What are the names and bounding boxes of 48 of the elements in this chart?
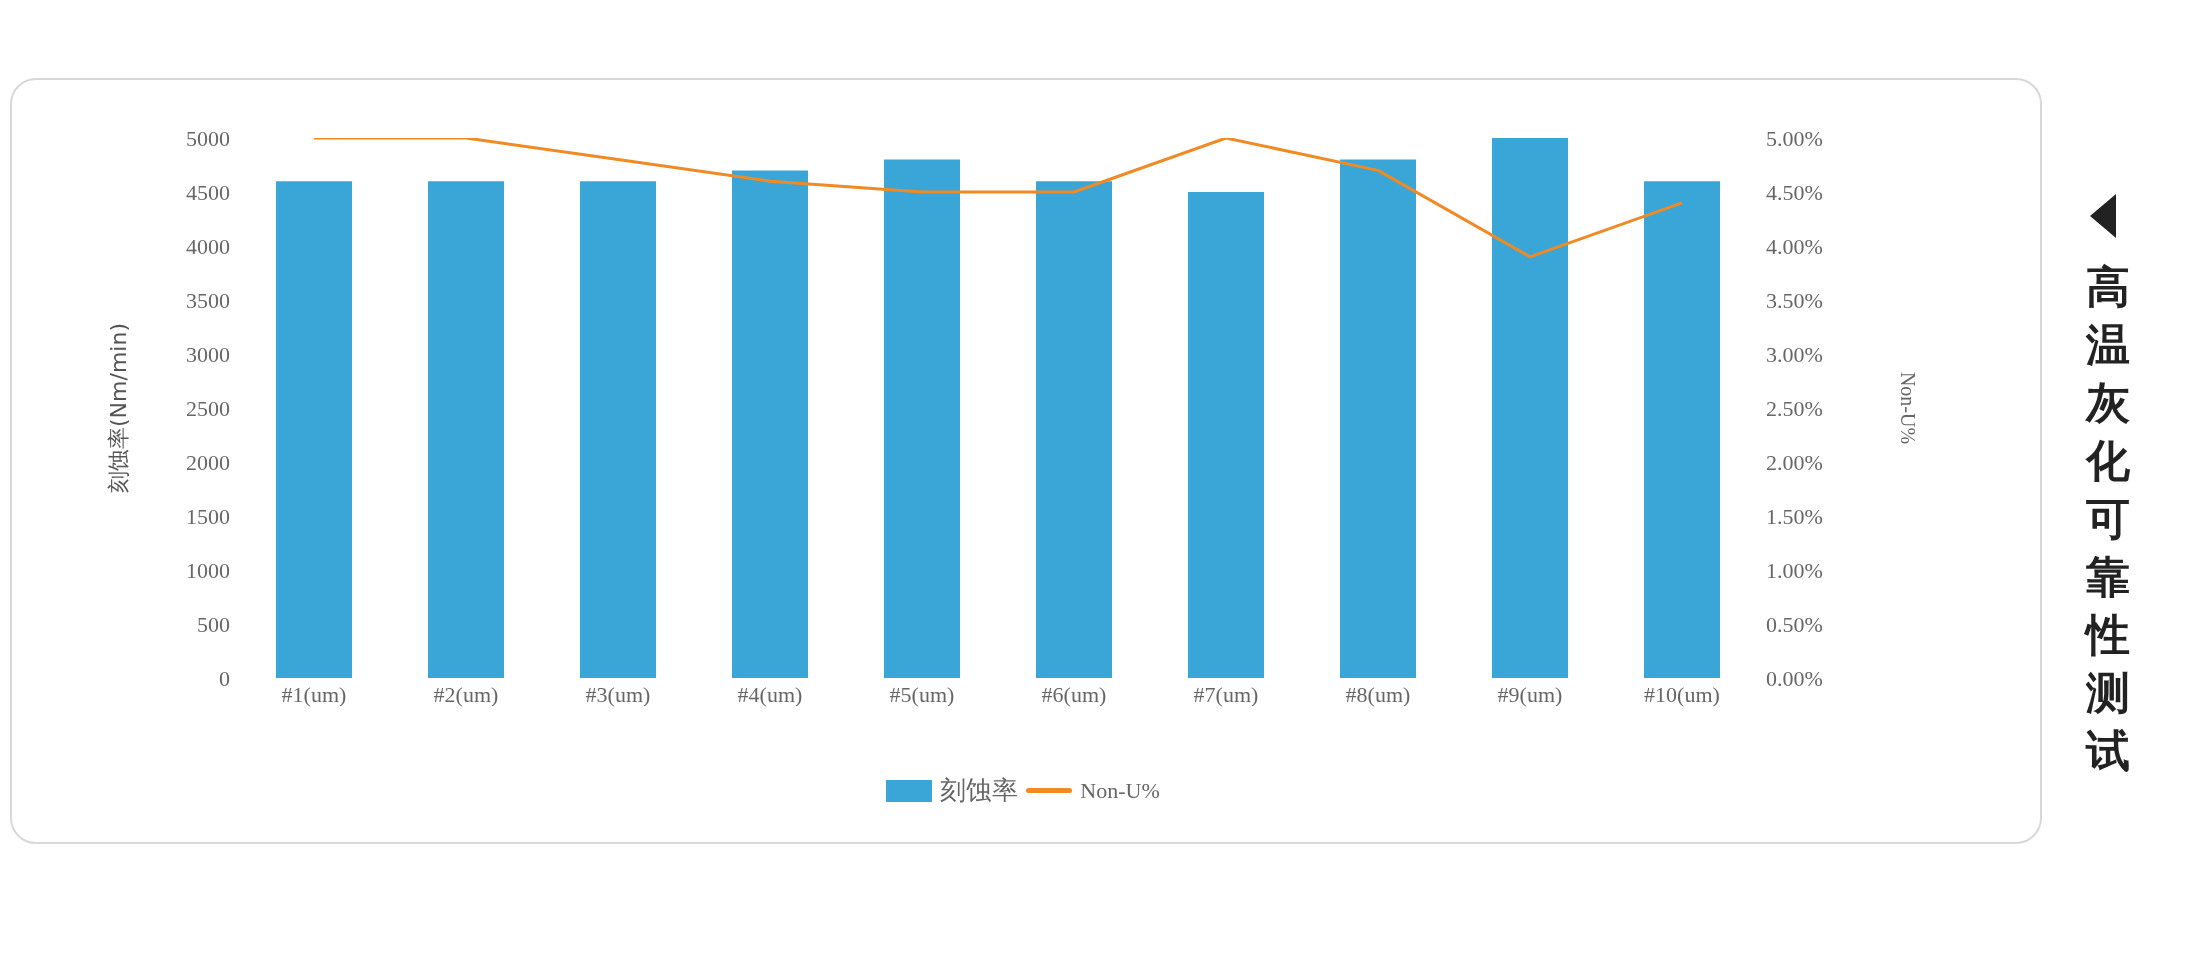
bar (1036, 181, 1112, 678)
y-tick-label: 2500 (186, 395, 230, 421)
chart-title: 高温灰化可靠性测试 (2086, 261, 2130, 776)
y2-tick-label: 3.50% (1766, 287, 1823, 313)
bar (1644, 181, 1720, 678)
y-tick-label: 0 (219, 665, 230, 691)
y2-tick-label: 1.00% (1766, 557, 1823, 583)
x-tick-label: #5(um) (889, 681, 955, 707)
bar (732, 170, 808, 678)
y-axis-title: 刻蚀率(Nm/min) (105, 323, 131, 493)
y2-axis-title: Non-U% (1896, 371, 1919, 445)
bar (1188, 192, 1264, 678)
y2-tick-label: 0.50% (1766, 611, 1823, 637)
y-tick-label: 1500 (186, 503, 230, 529)
y-tick-label: 3500 (186, 287, 230, 313)
y-tick-label: 3000 (186, 341, 230, 367)
y2-tick-label: 0.00% (1766, 665, 1823, 691)
y-tick-label: 1000 (186, 557, 230, 583)
x-tick-label: #7(um) (1193, 681, 1259, 707)
x-tick-label: #9(um) (1497, 681, 1563, 707)
bar (1492, 138, 1568, 678)
legend-label: Non-U% (1080, 777, 1160, 804)
y2-tick-label: 2.00% (1766, 449, 1823, 475)
line-series (312, 138, 1684, 259)
y-tick-label: 4000 (186, 233, 230, 259)
y-tick-label: 4500 (186, 179, 230, 205)
y2-tick-label: 4.50% (1766, 179, 1823, 205)
y2-tick-label: 5.00% (1766, 125, 1823, 151)
y-tick-label: 500 (197, 611, 230, 637)
x-tick-label: #8(um) (1345, 681, 1411, 707)
y2-tick-label: 4.00% (1766, 233, 1823, 259)
y-tick-label: 2000 (186, 449, 230, 475)
x-tick-label: #10(um) (1644, 681, 1720, 707)
x-tick-label: #6(um) (1041, 681, 1107, 707)
x-tick-label: #2(um) (433, 681, 499, 707)
bar (580, 181, 656, 678)
y-tick-label: 5000 (186, 125, 230, 151)
x-tick-label: #4(um) (737, 681, 803, 707)
x-tick-label: #3(um) (585, 681, 651, 707)
y2-tick-label: 1.50% (1766, 503, 1823, 529)
bar (276, 181, 352, 678)
bar (1340, 159, 1416, 678)
bar (428, 181, 504, 678)
legend-label: 刻蚀率 (940, 774, 1019, 807)
y2-tick-label: 2.50% (1766, 395, 1823, 421)
y2-tick-label: 3.00% (1766, 341, 1823, 367)
x-tick-label: #1(um) (281, 681, 347, 707)
bar (884, 159, 960, 678)
